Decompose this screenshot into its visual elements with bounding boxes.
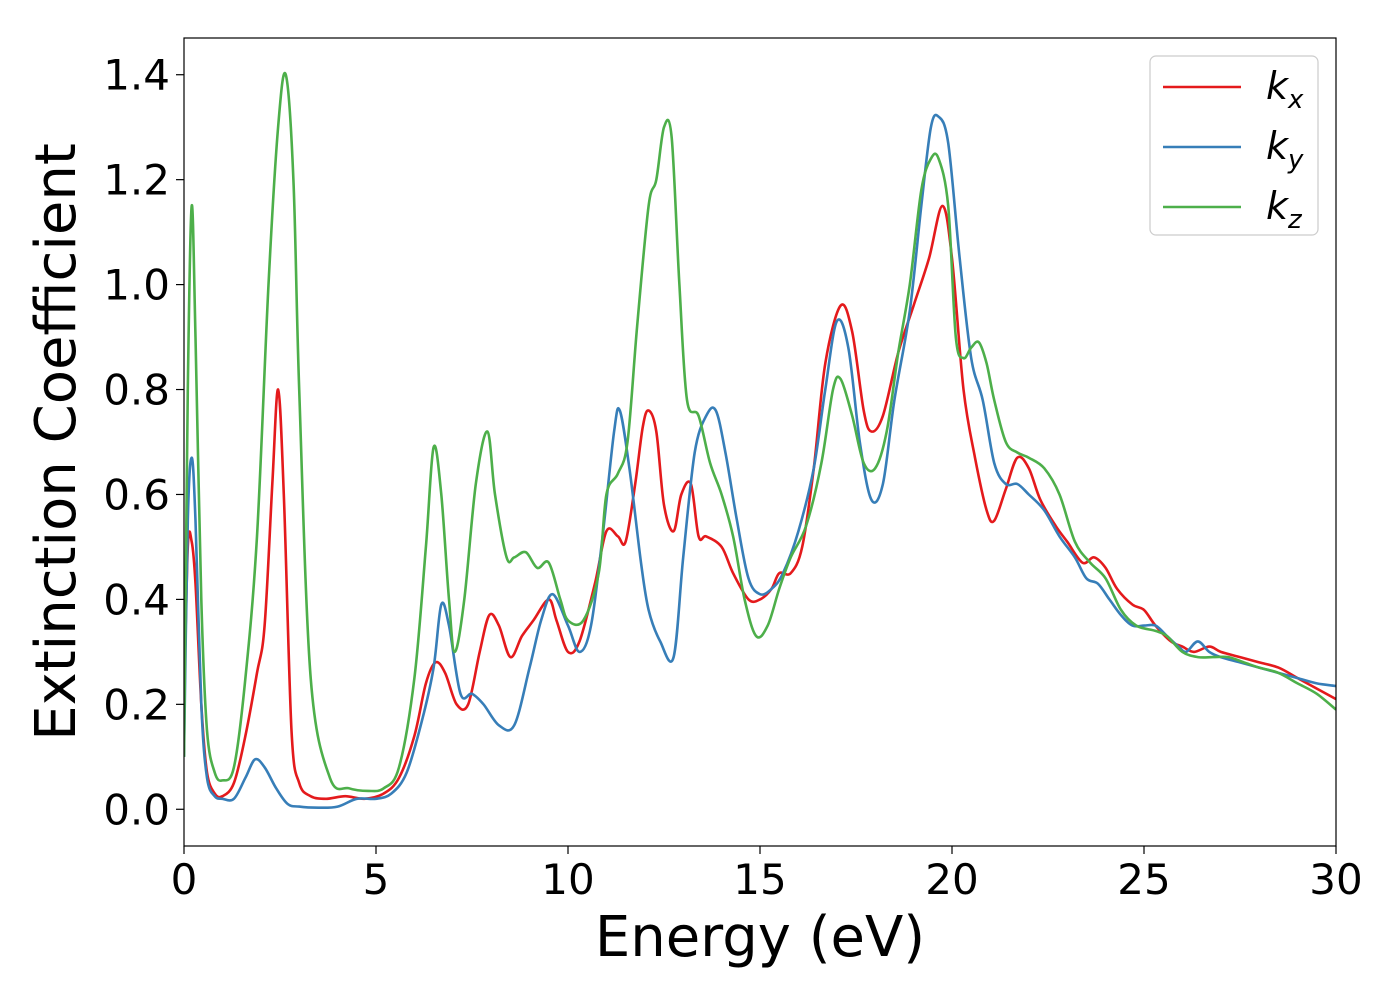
x-tick-label: 5 bbox=[363, 855, 390, 904]
legend-label-subscript: x bbox=[1287, 85, 1304, 115]
y-tick-label: 1.4 bbox=[103, 51, 170, 100]
y-tick-label: 0.2 bbox=[103, 680, 170, 729]
series-line-z bbox=[184, 71, 1336, 793]
legend-label-x: kx bbox=[1266, 64, 1304, 115]
y-tick-label: 0.0 bbox=[103, 785, 170, 834]
x-axis-label: Energy (eV) bbox=[595, 905, 925, 970]
y-tick-label: 0.6 bbox=[103, 470, 170, 519]
y-tick-label: 1.0 bbox=[103, 261, 170, 310]
x-axis: 0 5 10 15 20 25 30 bbox=[171, 846, 1363, 904]
y-axis-label: Extinction Coefficient bbox=[24, 143, 89, 741]
legend-label-base: k bbox=[1266, 184, 1290, 228]
series-line-y bbox=[184, 113, 1336, 810]
legend-label-base: k bbox=[1266, 124, 1290, 168]
legend-frame bbox=[1149, 55, 1319, 236]
series-line-x bbox=[184, 204, 1336, 801]
legend-label-subscript: z bbox=[1287, 205, 1303, 235]
series-layer bbox=[184, 71, 1336, 810]
y-tick-label: 1.2 bbox=[103, 156, 170, 205]
x-tick-label: 20 bbox=[925, 855, 978, 904]
x-tick-label: 15 bbox=[733, 855, 786, 904]
x-tick-label: 0 bbox=[171, 855, 198, 904]
y-tick-label: 0.8 bbox=[103, 366, 170, 415]
x-tick-label: 25 bbox=[1117, 855, 1170, 904]
legend-label-y: ky bbox=[1266, 124, 1304, 175]
legend-label-subscript: y bbox=[1287, 145, 1304, 175]
y-axis: 0.0 0.2 0.4 0.6 0.8 1.0 1.2 1.4 bbox=[103, 51, 184, 834]
x-tick-label: 30 bbox=[1309, 855, 1362, 904]
legend-label-base: k bbox=[1266, 64, 1290, 108]
y-tick-label: 0.4 bbox=[103, 575, 170, 624]
legend-label-z: kz bbox=[1266, 184, 1303, 235]
x-tick-label: 10 bbox=[541, 855, 594, 904]
